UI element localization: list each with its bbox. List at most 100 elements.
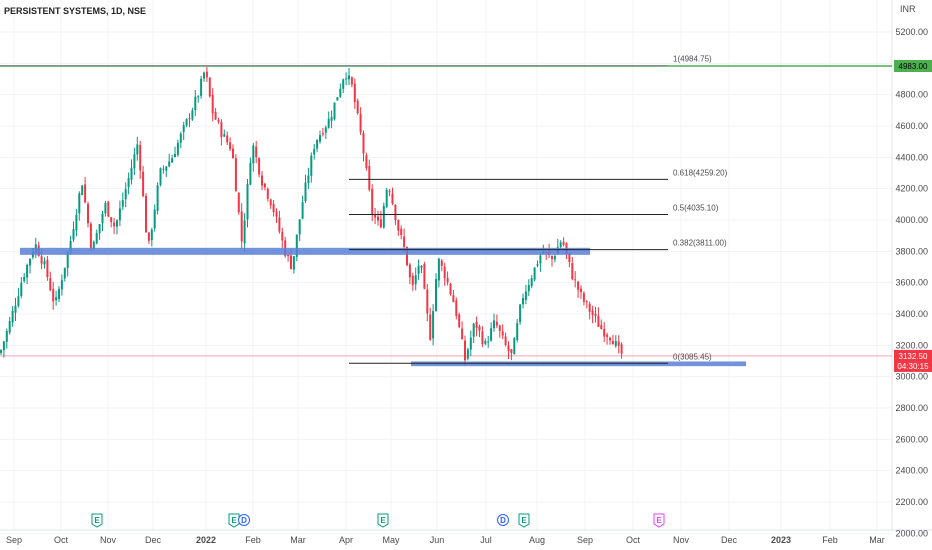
candle-body bbox=[226, 135, 229, 143]
x-tick-label: Feb bbox=[822, 535, 838, 545]
chart-title: PERSISTENT SYSTEMS, 1D, NSE bbox=[4, 6, 146, 16]
candle-body bbox=[420, 265, 423, 268]
candle-body bbox=[495, 321, 498, 326]
candle-body bbox=[40, 256, 43, 264]
candle-body bbox=[258, 158, 261, 175]
candle-body bbox=[165, 166, 168, 171]
x-tick-label: May bbox=[382, 535, 400, 545]
candle-body bbox=[153, 209, 156, 229]
candle-body bbox=[237, 192, 240, 213]
chart-grid bbox=[0, 0, 932, 534]
candle-body bbox=[185, 119, 188, 126]
candle-body bbox=[249, 162, 252, 185]
candle-body bbox=[429, 314, 432, 340]
candle-body bbox=[577, 281, 580, 290]
earnings-marker-icon[interactable] bbox=[518, 513, 530, 528]
x-tick-label: Mar bbox=[290, 535, 306, 545]
candle-body bbox=[147, 232, 150, 241]
candle-body bbox=[510, 349, 513, 353]
candle-body bbox=[469, 337, 472, 350]
candle-body bbox=[348, 75, 350, 80]
candle-body bbox=[359, 114, 362, 133]
candle-body bbox=[553, 256, 556, 260]
x-tick-label: Feb bbox=[245, 535, 261, 545]
event-marker-label: D bbox=[500, 516, 506, 525]
candle-body bbox=[240, 211, 243, 242]
candle-body bbox=[121, 200, 124, 207]
candle-body bbox=[475, 321, 478, 328]
candle-body bbox=[223, 134, 226, 137]
candle-body bbox=[391, 193, 394, 204]
candle-body bbox=[568, 253, 571, 263]
candle-body bbox=[339, 88, 342, 97]
candle-body bbox=[321, 133, 324, 135]
candle-body bbox=[481, 331, 484, 345]
candle-body bbox=[490, 328, 493, 341]
earnings-marker-icon[interactable] bbox=[377, 513, 389, 528]
candle-body bbox=[75, 214, 78, 231]
candle-body bbox=[365, 155, 368, 169]
candle-body bbox=[174, 153, 176, 158]
x-tick-label: Oct bbox=[626, 535, 641, 545]
earnings-marker-icon[interactable] bbox=[653, 513, 665, 528]
earnings-marker-icon[interactable] bbox=[91, 513, 103, 528]
x-tick-label: Aug bbox=[529, 535, 545, 545]
candle-body bbox=[66, 252, 69, 268]
candle-body bbox=[527, 285, 530, 292]
candle-body bbox=[220, 122, 223, 138]
candle-body bbox=[536, 264, 539, 266]
time-axis[interactable]: Sep Oct Nov Dec 2022 Feb Mar Apr May Jun Jul Aug Sep… bbox=[6, 535, 885, 545]
candle-body bbox=[229, 142, 232, 150]
candle-body bbox=[617, 341, 620, 346]
price-axis[interactable]: 5200.005000.004800.004600.004400.004200.… bbox=[894, 27, 932, 538]
dividend-marker-icon[interactable] bbox=[238, 514, 250, 526]
candle-body bbox=[458, 314, 461, 327]
x-tick-label: 2023 bbox=[771, 535, 791, 545]
y-tick-label: 3800.00 bbox=[895, 246, 928, 256]
candle-body bbox=[519, 304, 522, 323]
y-tick-label: 2600.00 bbox=[895, 434, 928, 444]
x-tick-label: Sep bbox=[577, 535, 593, 545]
candle-body bbox=[58, 288, 60, 300]
candle-body bbox=[307, 175, 310, 184]
candle-body bbox=[316, 139, 319, 149]
candle-body bbox=[295, 234, 298, 257]
candle-body bbox=[368, 166, 371, 190]
earnings-marker-icon[interactable] bbox=[228, 513, 240, 528]
candle-body bbox=[411, 275, 414, 286]
candle-body bbox=[130, 167, 133, 180]
candle-body bbox=[304, 182, 307, 202]
candle-body bbox=[87, 204, 89, 224]
candle-body bbox=[159, 168, 162, 185]
candle-body bbox=[394, 204, 397, 221]
candle-body bbox=[191, 110, 194, 120]
event-marker-label: E bbox=[521, 516, 527, 525]
candle-body bbox=[211, 94, 214, 114]
candle-body bbox=[98, 224, 101, 234]
x-tick-label: Nov bbox=[100, 535, 117, 545]
candle-body bbox=[371, 188, 374, 215]
candle-body bbox=[374, 214, 377, 218]
candle-body bbox=[484, 340, 487, 344]
candle-body bbox=[377, 216, 379, 221]
candle-body bbox=[8, 321, 11, 333]
candle-body bbox=[327, 118, 330, 128]
candle-body bbox=[449, 283, 452, 295]
dividend-marker-icon[interactable] bbox=[497, 514, 509, 526]
candle-body bbox=[487, 341, 490, 343]
candle-body bbox=[243, 220, 246, 244]
fib-level-label: 0(3085.45) bbox=[673, 352, 712, 361]
candle-body bbox=[14, 305, 17, 313]
candle-body bbox=[29, 258, 31, 266]
support-resistance-zone bbox=[20, 247, 590, 255]
candle-body bbox=[150, 229, 153, 241]
candle-body bbox=[116, 220, 118, 227]
candle-body bbox=[507, 345, 510, 351]
fib-level-label: 1(4984.75) bbox=[673, 55, 712, 64]
candle-body bbox=[269, 199, 272, 206]
candle-body bbox=[275, 211, 278, 217]
candle-body bbox=[78, 193, 81, 214]
candle-body bbox=[118, 208, 121, 221]
candle-body bbox=[345, 78, 348, 80]
